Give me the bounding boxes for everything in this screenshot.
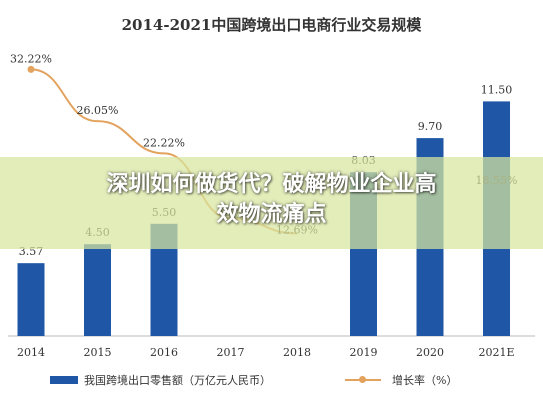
x-tick-label-2021E: 2021E: [478, 346, 514, 359]
x-tick-label-2014: 2014: [17, 346, 45, 359]
growth-rate-label-2014: 32.22%: [10, 52, 52, 65]
bar-2014: [17, 263, 45, 336]
headline-line-1: 深圳如何做货代？破解物业企业高: [106, 172, 437, 197]
x-tick-label-2018: 2018: [283, 346, 311, 359]
headline-line-2: 效物流痛点: [216, 202, 327, 227]
legend-swatch-bar: [50, 376, 78, 384]
x-tick-label-2016: 2016: [150, 346, 178, 359]
legend-swatch-dot: [359, 376, 366, 383]
legend-label-line: 增长率（%）: [392, 374, 458, 387]
growth-rate-label-2016: 22.22%: [143, 136, 185, 149]
x-tick-label-2019: 2019: [350, 346, 378, 359]
bar-value-label-2021E: 11.50: [481, 83, 513, 96]
growth-rate-label-2015: 26.05%: [77, 104, 119, 117]
legend: 我国跨境出口零售额（万亿元人民币） 增长率（%）: [0, 370, 543, 394]
x-tick-label-2020: 2020: [416, 346, 444, 359]
bar-value-label-2020: 9.70: [418, 120, 443, 133]
growth-point-2014: [27, 65, 35, 73]
headline-overlay-text[interactable]: 深圳如何做货代？破解物业企业高 效物流痛点: [40, 170, 503, 230]
x-tick-label-2017: 2017: [217, 346, 245, 359]
x-tick-label-2015: 2015: [84, 346, 112, 359]
headline-overlay-band: [0, 157, 543, 249]
bar-2015: [84, 244, 111, 336]
legend-label-bar: 我国跨境出口零售额（万亿元人民币）: [84, 374, 271, 387]
chart-title: 2014-2021中国跨境出口电商行业交易规模: [121, 16, 422, 34]
